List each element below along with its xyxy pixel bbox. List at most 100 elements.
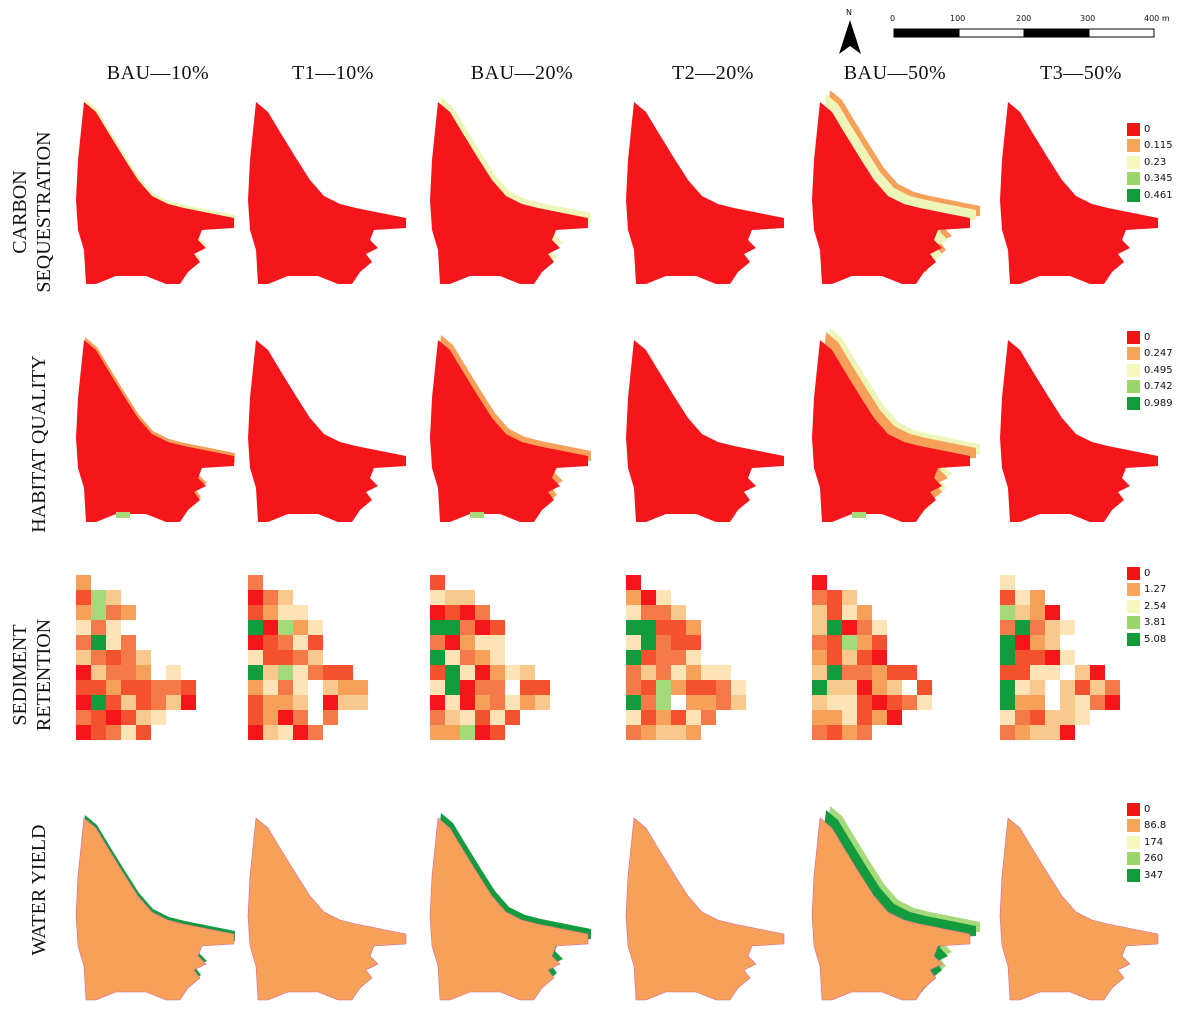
sediment-cell (1060, 620, 1075, 635)
sediment-cell (1015, 635, 1030, 650)
sediment-cell (181, 695, 196, 710)
map-carbon-sequestration-bau-10 (76, 99, 235, 284)
map-body (1000, 340, 1158, 522)
map-body (625, 817, 785, 1001)
sediment-cell (1015, 620, 1030, 635)
sediment-cell (323, 665, 338, 680)
sediment-cell (671, 680, 686, 695)
legend-swatch (1127, 155, 1140, 169)
legend-label: 0 (1144, 803, 1151, 815)
sediment-cell (248, 635, 263, 650)
sediment-cell (106, 590, 121, 605)
legend-swatch (1127, 188, 1140, 202)
sediment-cell (626, 620, 641, 635)
sediment-cell (475, 725, 490, 740)
sediment-cell (1105, 695, 1120, 710)
sediment-cell (293, 680, 308, 695)
sediment-cell (641, 725, 656, 740)
legend-item: 0.461 (1127, 187, 1173, 204)
map-patch (116, 512, 130, 518)
sediment-cell (1030, 710, 1045, 725)
scale-bar-graphic (893, 28, 1155, 38)
legend-label: 2.54 (1144, 600, 1167, 612)
sediment-cell (671, 695, 686, 710)
sediment-cell (76, 590, 91, 605)
sediment-cell (263, 695, 278, 710)
sediment-cell (181, 680, 196, 695)
legend-item: 0.495 (1127, 362, 1173, 379)
map-body (811, 817, 971, 1001)
sediment-cell (278, 650, 293, 665)
legend-swatch (1127, 363, 1140, 377)
sediment-cell (1075, 680, 1090, 695)
sediment-cell (827, 695, 842, 710)
sediment-cell (671, 620, 686, 635)
legend-swatch (1127, 347, 1140, 361)
legend-label: 1.27 (1144, 584, 1167, 596)
sediment-cell (1015, 605, 1030, 620)
scale-label-200: 200 (1016, 14, 1032, 23)
sediment-cell (641, 620, 656, 635)
sediment-cell (887, 695, 902, 710)
sediment-cell (91, 650, 106, 665)
legend-label: 0.495 (1144, 364, 1173, 376)
sediment-cell (323, 695, 338, 710)
sediment-cell (842, 665, 857, 680)
sediment-cell (1030, 620, 1045, 635)
map-habitat-quality-t3-50 (1000, 340, 1158, 522)
sediment-cell (293, 620, 308, 635)
sediment-cell (353, 680, 368, 695)
sediment-cell (121, 605, 136, 620)
sediment-cell (686, 635, 701, 650)
sediment-cell (520, 680, 535, 695)
row-title-water-yield: WATER YIELD (27, 750, 51, 1030)
sediment-cell (656, 680, 671, 695)
sediment-cell (1075, 710, 1090, 725)
legend-swatch (1127, 632, 1140, 646)
map-body (626, 102, 784, 284)
sediment-cell (91, 590, 106, 605)
sediment-cell (902, 665, 917, 680)
sediment-cell (248, 725, 263, 740)
sediment-cell (475, 680, 490, 695)
sediment-cell (263, 605, 278, 620)
sediment-cell (520, 665, 535, 680)
legend-swatch (1127, 868, 1140, 882)
sediment-cell (293, 710, 308, 725)
sediment-cell (827, 635, 842, 650)
map-habitat-quality-bau-20 (430, 335, 591, 522)
sediment-cell (278, 605, 293, 620)
map-body (76, 340, 234, 522)
sediment-cell (1015, 680, 1030, 695)
sediment-cell (490, 680, 505, 695)
sediment-cell (641, 590, 656, 605)
sediment-cell (857, 635, 872, 650)
sediment-cell (430, 620, 445, 635)
legend-sediment-retention: 0 1.27 2.54 3.81 5.08 (1127, 565, 1166, 648)
sediment-cell (475, 635, 490, 650)
map-body (812, 102, 970, 284)
sediment-cell (1000, 590, 1015, 605)
sediment-cell (1045, 680, 1060, 695)
sediment-cell (445, 680, 460, 695)
sediment-cell (430, 680, 445, 695)
sediment-cell (827, 650, 842, 665)
scale-segment (958, 28, 1025, 38)
sediment-cell (278, 665, 293, 680)
sediment-cell (76, 620, 91, 635)
sediment-cell (430, 725, 445, 740)
sediment-cell (656, 710, 671, 725)
legend-label: 3.81 (1144, 617, 1167, 629)
sediment-cell (656, 620, 671, 635)
sediment-cell (293, 725, 308, 740)
sediment-cell (1090, 665, 1105, 680)
sediment-cell (872, 665, 887, 680)
sediment-cell (136, 680, 151, 695)
legend-item: 86.8 (1127, 818, 1166, 835)
sediment-cell (731, 680, 746, 695)
legend-item: 0 (1127, 329, 1173, 346)
map-sediment-retention-bau-50 (812, 575, 932, 740)
sediment-cell (857, 680, 872, 695)
column-title-t3-50: T3—50% (1040, 62, 1122, 84)
map-body (812, 340, 970, 522)
